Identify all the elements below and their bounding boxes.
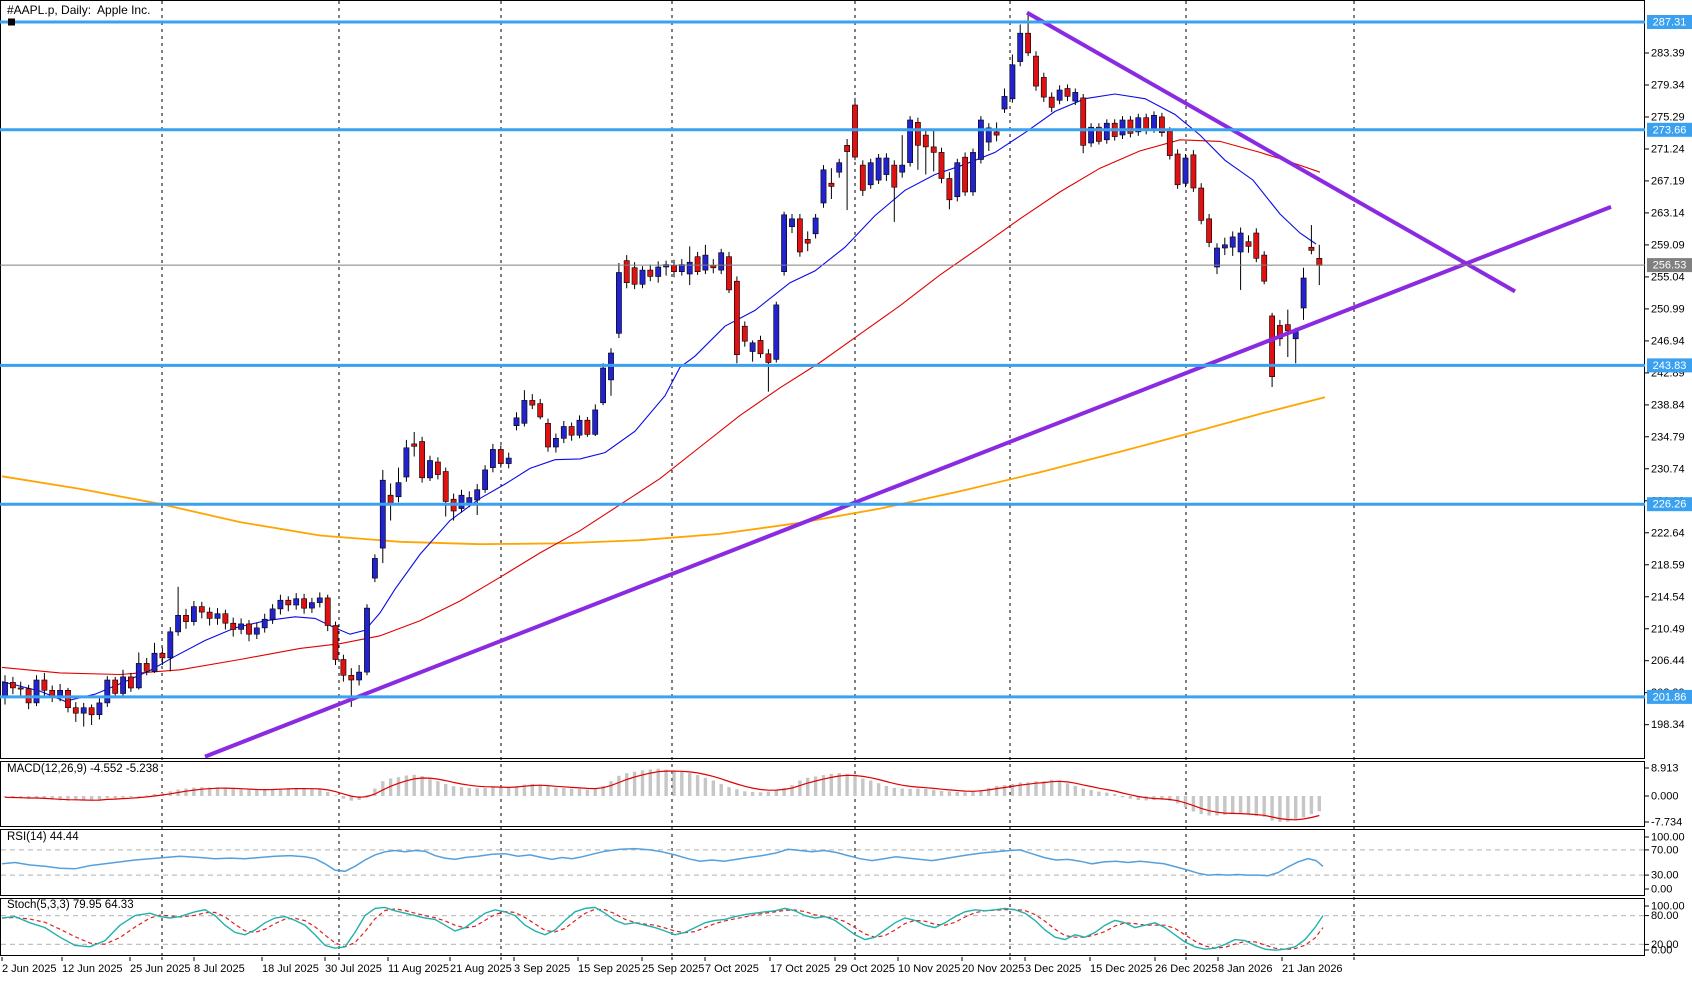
svg-text:17 Oct 2025: 17 Oct 2025 bbox=[770, 963, 830, 975]
svg-text:70.00: 70.00 bbox=[1651, 844, 1679, 856]
svg-text:0.000: 0.000 bbox=[1651, 791, 1679, 803]
svg-text:15 Sep 2025: 15 Sep 2025 bbox=[578, 963, 640, 975]
svg-text:218.59: 218.59 bbox=[1651, 559, 1685, 571]
svg-text:287.31: 287.31 bbox=[1653, 17, 1687, 29]
svg-text:3 Dec 2025: 3 Dec 2025 bbox=[1025, 963, 1081, 975]
svg-text:238.84: 238.84 bbox=[1651, 399, 1685, 411]
svg-text:8.913: 8.913 bbox=[1651, 763, 1679, 775]
svg-text:267.19: 267.19 bbox=[1651, 175, 1685, 187]
svg-text:3 Sep 2025: 3 Sep 2025 bbox=[514, 963, 570, 975]
ma-20-blue bbox=[1, 93, 1317, 702]
svg-text:226.26: 226.26 bbox=[1653, 499, 1687, 511]
time-axis[interactable] bbox=[0, 956, 1692, 981]
svg-text:246.94: 246.94 bbox=[1651, 335, 1685, 347]
svg-text:206.44: 206.44 bbox=[1651, 655, 1685, 667]
svg-text:100.00: 100.00 bbox=[1651, 832, 1685, 844]
stoch-k-line bbox=[1, 906, 1324, 951]
svg-text:30.00: 30.00 bbox=[1651, 870, 1679, 882]
svg-text:100.00: 100.00 bbox=[1651, 901, 1685, 913]
svg-text:8 Jul 2025: 8 Jul 2025 bbox=[194, 963, 245, 975]
current-price-badge bbox=[1647, 258, 1692, 273]
ma-50-red bbox=[1, 139, 1321, 676]
svg-text:21 Aug 2025: 21 Aug 2025 bbox=[450, 963, 512, 975]
svg-text:275.29: 275.29 bbox=[1651, 112, 1685, 124]
svg-text:8 Jan 2026: 8 Jan 2026 bbox=[1218, 963, 1272, 975]
svg-text:214.54: 214.54 bbox=[1651, 591, 1685, 603]
svg-text:15 Dec 2025: 15 Dec 2025 bbox=[1090, 963, 1152, 975]
svg-text:283.39: 283.39 bbox=[1651, 48, 1685, 60]
svg-text:-7.734: -7.734 bbox=[1651, 817, 1682, 829]
price-axis[interactable] bbox=[1645, 0, 1692, 956]
macd-histogram bbox=[3, 768, 1321, 822]
svg-text:263.14: 263.14 bbox=[1651, 207, 1685, 219]
svg-text:201.86: 201.86 bbox=[1653, 691, 1687, 703]
candlestick-series bbox=[2, 14, 1323, 727]
svg-text:279.34: 279.34 bbox=[1651, 80, 1685, 92]
svg-text:2 Jun 2025: 2 Jun 2025 bbox=[2, 963, 56, 975]
rsi-line bbox=[1, 847, 1324, 877]
descending-trendline[interactable] bbox=[1026, 10, 1516, 294]
svg-text:198.34: 198.34 bbox=[1651, 719, 1685, 731]
rsi-indicator-label: RSI(14) 44.44 bbox=[7, 831, 79, 843]
svg-text:12 Jun 2025: 12 Jun 2025 bbox=[62, 963, 123, 975]
svg-text:255.04: 255.04 bbox=[1651, 271, 1685, 283]
svg-text:210.49: 210.49 bbox=[1651, 623, 1685, 635]
price-axis-labels: 283.39 279.34 275.29 271.24 267.19 263.14 259.… bbox=[1645, 15, 1692, 731]
svg-text:25 Sep 2025: 25 Sep 2025 bbox=[642, 963, 704, 975]
svg-text:7 Oct 2025: 7 Oct 2025 bbox=[705, 963, 759, 975]
svg-text:80.00: 80.00 bbox=[1651, 910, 1679, 922]
svg-text:25 Jun 2025: 25 Jun 2025 bbox=[130, 963, 191, 975]
month-separators bbox=[161, 1, 1355, 956]
svg-text:18 Jul 2025: 18 Jul 2025 bbox=[262, 963, 319, 975]
svg-text:26 Dec 2025: 26 Dec 2025 bbox=[1155, 963, 1217, 975]
svg-text:234.79: 234.79 bbox=[1651, 431, 1685, 443]
macd-panel[interactable]: 8.913 0.000 -7.734 bbox=[3, 763, 1682, 829]
svg-text:20 Nov 2025: 20 Nov 2025 bbox=[962, 963, 1024, 975]
svg-text:0.00: 0.00 bbox=[1651, 945, 1672, 957]
horizontal-levels[interactable] bbox=[0, 18, 1645, 699]
svg-text:230.74: 230.74 bbox=[1651, 463, 1685, 475]
svg-text:250.99: 250.99 bbox=[1651, 303, 1685, 315]
svg-text:0.00: 0.00 bbox=[1651, 884, 1672, 896]
svg-text:273.66: 273.66 bbox=[1653, 124, 1687, 136]
ma-200-orange bbox=[1, 396, 1326, 546]
stoch-indicator-label: Stoch(5,3,3) 79.95 64.33 bbox=[7, 899, 134, 911]
svg-text:256.53: 256.53 bbox=[1653, 260, 1687, 272]
svg-text:29 Oct 2025: 29 Oct 2025 bbox=[835, 963, 895, 975]
svg-text:11 Aug 2025: 11 Aug 2025 bbox=[388, 963, 449, 975]
svg-text:21 Jan 2026: 21 Jan 2026 bbox=[1282, 963, 1343, 975]
macd-indicator-label: MACD(12,26,9) -4.552 -5.238 bbox=[7, 763, 159, 775]
macd-signal-line bbox=[4, 770, 1320, 821]
chart-title: #AAPL.p, Daily: Apple Inc. bbox=[7, 3, 151, 17]
svg-text:259.09: 259.09 bbox=[1651, 239, 1685, 251]
svg-text:243.83: 243.83 bbox=[1653, 360, 1687, 372]
date-axis-labels: 2 Jun 2025 12 Jun 2025 25 Jun 2025 8 Jul 20… bbox=[1, 957, 1355, 975]
svg-text:30 Jul 2025: 30 Jul 2025 bbox=[325, 963, 382, 975]
svg-text:10 Nov 2025: 10 Nov 2025 bbox=[898, 963, 960, 975]
svg-text:271.24: 271.24 bbox=[1651, 144, 1685, 156]
ascending-trendline[interactable] bbox=[204, 205, 1612, 759]
svg-text:222.64: 222.64 bbox=[1651, 527, 1685, 539]
svg-text:20.00: 20.00 bbox=[1651, 939, 1679, 951]
